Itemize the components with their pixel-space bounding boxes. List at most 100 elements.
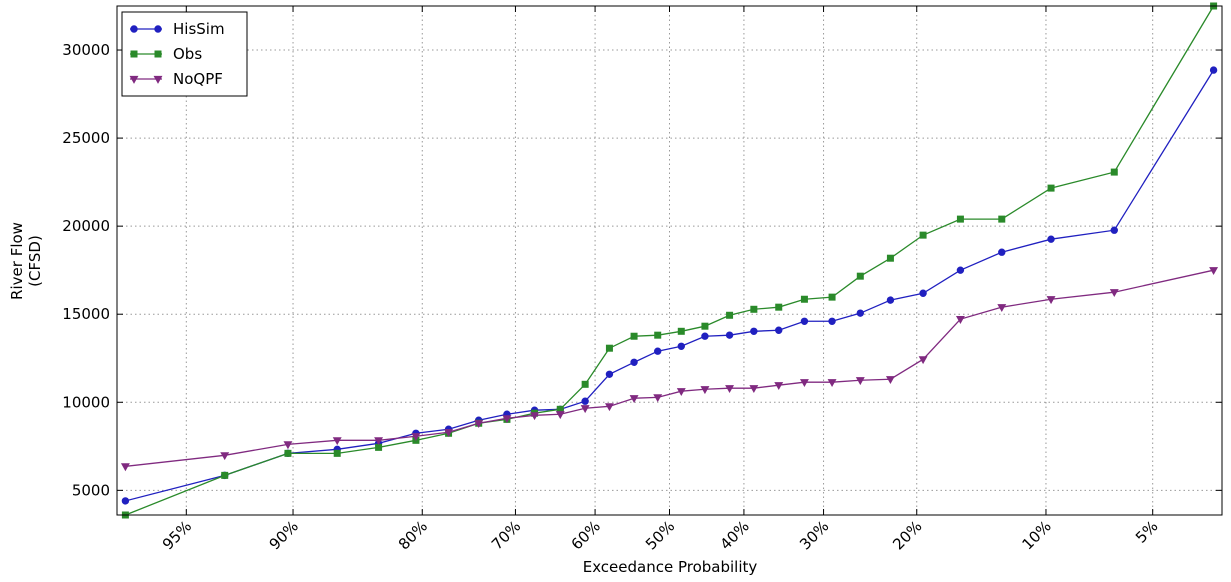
point	[775, 326, 783, 334]
y-tick-label: 15000	[62, 305, 110, 323]
point	[220, 452, 230, 461]
y-tick-label: 30000	[62, 41, 110, 59]
y-tick-label: 20000	[62, 217, 110, 235]
point	[375, 443, 383, 451]
legend-marker	[154, 25, 162, 33]
point	[121, 497, 130, 505]
point	[1109, 289, 1119, 298]
legend-marker	[130, 25, 138, 33]
point	[120, 463, 130, 472]
x-tick-label: 95%	[159, 517, 195, 553]
point	[332, 437, 342, 446]
x-tick-label: 80%	[395, 517, 431, 553]
point	[411, 433, 421, 442]
x-tick-label: 5%	[1132, 517, 1162, 547]
point	[1209, 267, 1219, 276]
point	[955, 316, 965, 324]
point	[630, 358, 638, 366]
point	[444, 429, 454, 438]
point	[725, 331, 734, 339]
x-tick-label: 10%	[1018, 517, 1054, 553]
line	[125, 5, 1215, 516]
y-axis-label: (CFSD)	[26, 235, 44, 287]
x-tick-label: 90%	[266, 517, 302, 553]
plot-frame	[116, 5, 1223, 516]
point	[886, 296, 895, 304]
series	[120, 267, 1219, 472]
point	[654, 331, 662, 339]
y-tick-label: 10000	[62, 393, 110, 411]
point	[775, 303, 783, 311]
point	[750, 327, 758, 336]
y-tick-label: 5000	[72, 481, 110, 499]
point	[284, 449, 292, 457]
point	[701, 332, 709, 340]
point	[799, 379, 809, 388]
x-axis-label: Exceedance Probability	[583, 558, 758, 576]
x-tick-label: 70%	[488, 517, 524, 553]
point	[555, 411, 565, 420]
point	[918, 356, 928, 365]
point	[653, 394, 663, 403]
point	[725, 385, 735, 394]
point	[700, 386, 710, 395]
point	[677, 327, 685, 335]
x-tick-label: 60%	[568, 517, 604, 553]
point	[1110, 168, 1118, 176]
point	[502, 415, 512, 424]
y-tick-label: 25000	[62, 129, 110, 147]
point	[827, 379, 837, 388]
legend-marker	[129, 75, 139, 84]
point	[749, 385, 759, 394]
point	[605, 344, 613, 352]
x-tick-label: 40%	[716, 517, 752, 553]
point	[750, 305, 758, 313]
point	[630, 332, 638, 340]
point	[998, 215, 1006, 223]
x-tick-label: 30%	[796, 517, 832, 553]
point	[919, 231, 927, 239]
point	[774, 382, 784, 391]
point	[998, 248, 1006, 256]
point	[604, 403, 614, 412]
point	[283, 441, 293, 450]
line	[125, 69, 1215, 502]
point	[677, 342, 685, 350]
point	[855, 377, 865, 386]
point	[956, 215, 964, 223]
legend-marker	[130, 50, 138, 58]
legend-marker	[153, 75, 163, 84]
point	[605, 370, 614, 378]
point	[1047, 184, 1055, 192]
point	[221, 471, 229, 479]
point	[997, 304, 1007, 312]
point	[1046, 296, 1056, 305]
point	[629, 395, 639, 404]
point	[919, 289, 927, 297]
point	[580, 405, 590, 414]
point	[374, 437, 384, 446]
point	[726, 311, 734, 319]
line	[125, 269, 1214, 468]
y-axis-label: River Flow	[8, 222, 26, 300]
point	[956, 266, 965, 274]
point	[530, 412, 540, 421]
point	[654, 347, 662, 355]
point	[1209, 66, 1218, 74]
point	[800, 295, 808, 303]
legend-label: NoQPF	[173, 70, 223, 88]
point	[828, 293, 836, 301]
legend-label: Obs	[173, 45, 202, 63]
legend-label: HisSim	[173, 20, 225, 38]
point	[333, 449, 341, 457]
point	[856, 309, 865, 317]
legend-marker	[154, 50, 162, 58]
x-tick-label: 50%	[642, 517, 678, 553]
point	[701, 322, 709, 330]
point	[885, 376, 895, 385]
point	[1047, 235, 1055, 243]
point	[800, 317, 809, 325]
point	[1110, 226, 1118, 234]
